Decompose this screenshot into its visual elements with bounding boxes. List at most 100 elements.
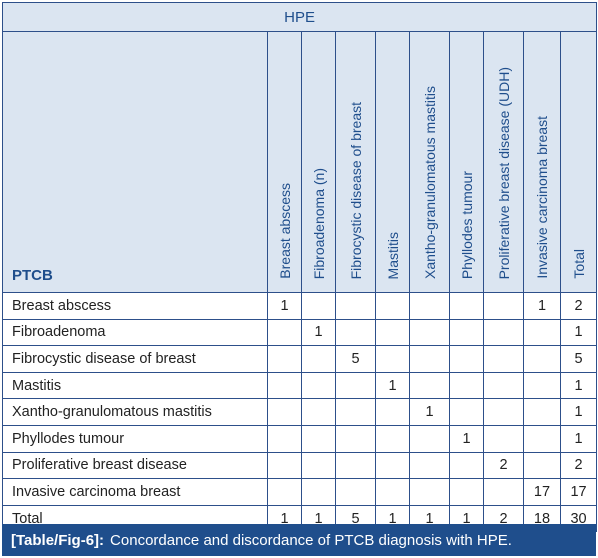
table-cell: [267, 478, 302, 506]
table-cell: [301, 292, 336, 320]
table-row: Phyllodes tumour 1 1: [2, 424, 598, 453]
table-cell: [335, 424, 376, 453]
table-cell: 1: [559, 424, 598, 453]
table-cell: [375, 451, 410, 480]
table-cell: [375, 398, 410, 426]
table-cell: [449, 478, 484, 506]
col-header-mastitis: Mastitis: [375, 31, 410, 293]
table-cell: [335, 318, 376, 347]
table-cell: [267, 318, 302, 347]
table-cell: [267, 371, 302, 400]
table-cell: 1: [301, 318, 336, 347]
table-cell: 2: [559, 451, 598, 480]
table-cell: [335, 292, 376, 320]
table-cell: [449, 345, 484, 373]
table-row: Xantho-granulomatous mastitis 1 1: [2, 398, 598, 426]
table-cell: [409, 345, 450, 373]
row-label: Breast abscess: [2, 292, 268, 320]
table-cell: 1: [559, 398, 598, 426]
table-cell: [483, 292, 524, 320]
row-label: Phyllodes tumour: [2, 424, 268, 453]
table-cell: [267, 398, 302, 426]
table-cell: 1: [375, 371, 410, 400]
col-header-proliferative: Proliferative breast disease (UDH): [483, 31, 524, 293]
table-cell: [375, 292, 410, 320]
caption-text: Concordance and discordance of PTCB diag…: [110, 531, 512, 549]
table-cell: [523, 371, 561, 400]
table-cell: [483, 424, 524, 453]
table-cell: 1: [523, 292, 561, 320]
row-label: Fibrocystic disease of breast: [2, 345, 268, 373]
table-row: Invasive carcinoma breast 17 17: [2, 478, 598, 506]
table-cell: 17: [559, 478, 598, 506]
table-cell: [523, 424, 561, 453]
ptcb-row-label: PTCB: [2, 31, 268, 293]
table-cell: [267, 451, 302, 480]
col-header-fibroadenoma: Fibroadenoma (n): [301, 31, 336, 293]
table-cell: 1: [559, 371, 598, 400]
figure-caption: [Table/Fig-6]: Concordance and discordan…: [2, 524, 596, 556]
table-cell: [523, 398, 561, 426]
table-cell: [449, 451, 484, 480]
row-label: Proliferative breast disease: [2, 451, 268, 480]
row-label: Xantho-granulomatous mastitis: [2, 398, 268, 426]
column-header-row: PTCB Breast abscess Fibroadenoma (n) Fib…: [2, 31, 598, 293]
table-cell: [375, 478, 410, 506]
table-cell: [409, 292, 450, 320]
table-cell: [409, 318, 450, 347]
table-cell: [523, 345, 561, 373]
table-cell: [449, 318, 484, 347]
table-cell: [483, 371, 524, 400]
table-cell: 1: [449, 424, 484, 453]
table-cell: [267, 345, 302, 373]
table-cell: [409, 371, 450, 400]
col-header-invasive-carcinoma: Invasive carcinoma breast: [523, 31, 561, 293]
table-cell: [301, 398, 336, 426]
table-cell: [335, 398, 376, 426]
table-cell: [375, 345, 410, 373]
row-label: Fibroadenoma: [2, 318, 268, 347]
table-cell: 1: [267, 292, 302, 320]
table-cell: 17: [523, 478, 561, 506]
col-header-phyllodes: Phyllodes tumour: [449, 31, 484, 293]
table-cell: [267, 424, 302, 453]
table-cell: 2: [559, 292, 598, 320]
table-cell: [523, 318, 561, 347]
table-cell: [301, 451, 336, 480]
table-row: Breast abscess 1 1 2: [2, 292, 598, 320]
table-cell: [335, 371, 376, 400]
table-cell: [523, 451, 561, 480]
table-cell: [483, 398, 524, 426]
caption-tag: [Table/Fig-6]:: [11, 531, 105, 549]
table-cell: [375, 424, 410, 453]
table-body: Breast abscess 1 1 2 Fibroadenoma 1 1 Fibrocyst…: [2, 292, 598, 533]
table-cell: [449, 292, 484, 320]
col-header-xantho-granulomatous: Xantho-granulomatous mastitis: [409, 31, 450, 293]
table-cell: [483, 345, 524, 373]
table-cell: 5: [335, 345, 376, 373]
hpe-header-row: HPE: [1, 2, 598, 32]
table-cell: 5: [559, 345, 598, 373]
table-cell: [301, 424, 336, 453]
table-row: Fibroadenoma 1 1: [2, 318, 598, 347]
table-cell: [301, 478, 336, 506]
row-label: Mastitis: [2, 371, 268, 400]
table-cell: [335, 478, 376, 506]
table-cell: [409, 424, 450, 453]
table-row: Proliferative breast disease 2 2: [2, 451, 598, 480]
table-row: Fibrocystic disease of breast 5 5: [2, 345, 598, 373]
table-cell: [449, 398, 484, 426]
table-cell: [483, 318, 524, 347]
col-header-breast-abscess: Breast abscess: [267, 31, 302, 293]
table-cell: [449, 371, 484, 400]
table-cell: 1: [559, 318, 598, 347]
table-cell: 2: [483, 451, 524, 480]
table-row: Mastitis 1 1: [2, 371, 598, 400]
table-cell: [409, 451, 450, 480]
table-cell: [301, 371, 336, 400]
table-cell: 1: [409, 398, 450, 426]
concordance-table: HPE PTCB Breast abscess Fibroadenoma (n)…: [1, 2, 598, 533]
row-label: Invasive carcinoma breast: [2, 478, 268, 506]
table-cell: [409, 478, 450, 506]
